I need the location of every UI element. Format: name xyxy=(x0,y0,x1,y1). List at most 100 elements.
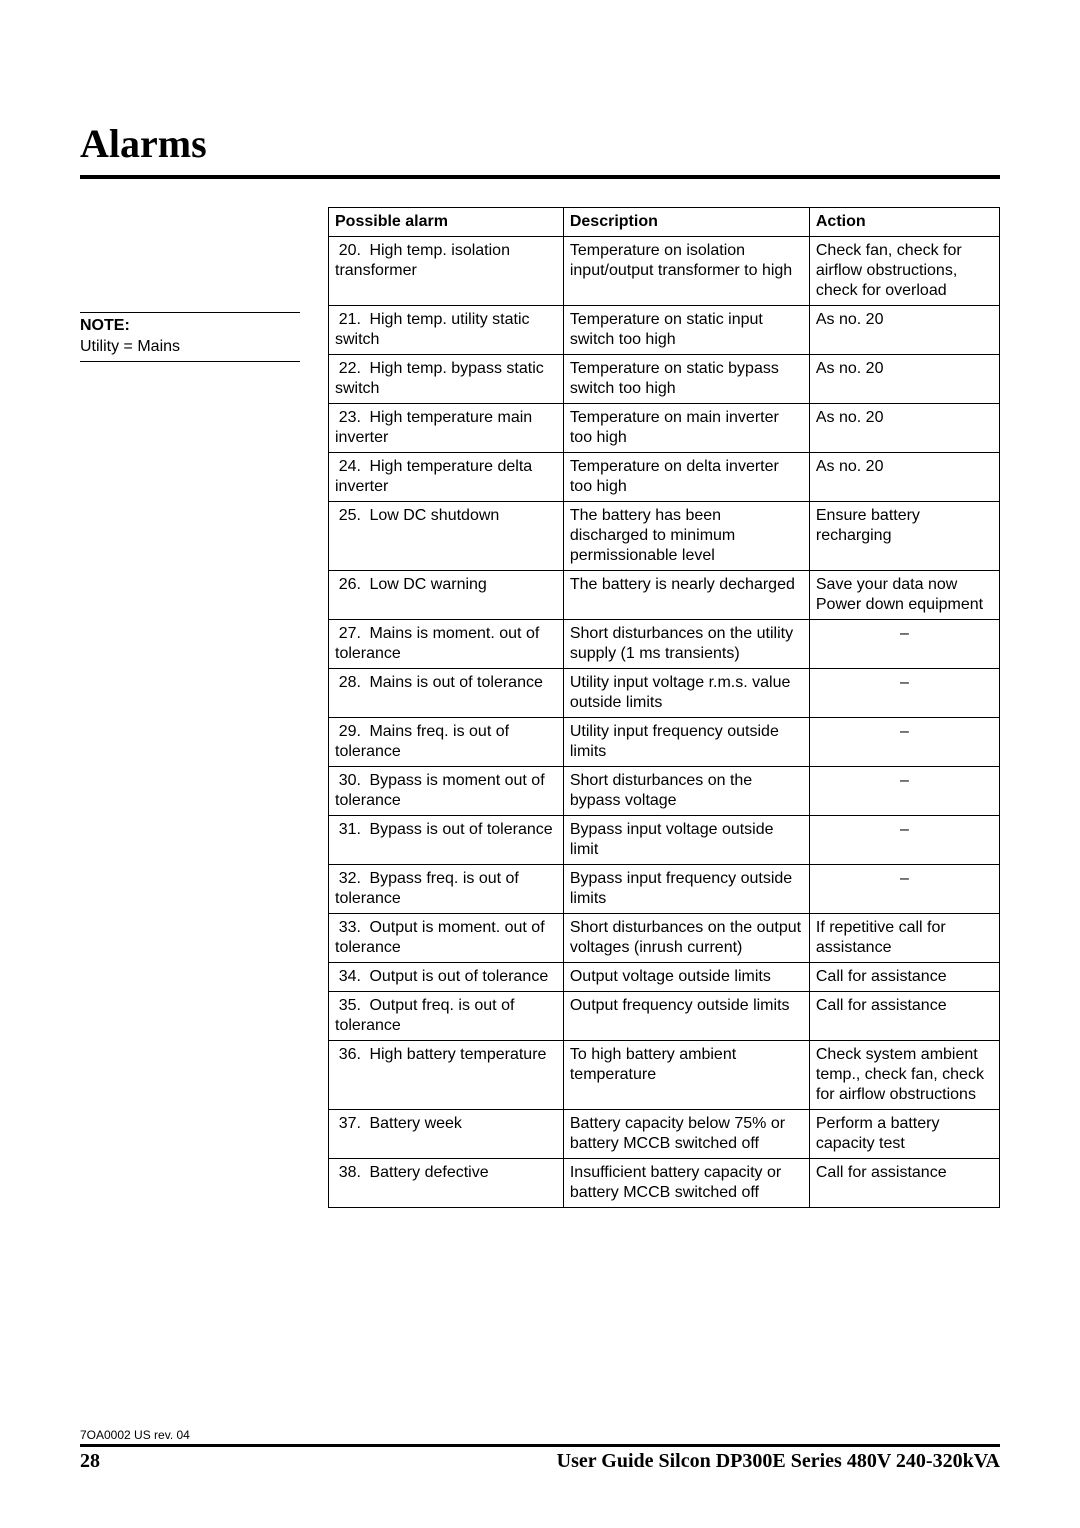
cell-action: Check fan, check for airflow obstruction… xyxy=(809,237,999,306)
cell-possible-alarm: 37. Battery week xyxy=(329,1110,564,1159)
cell-description: To high battery ambient temperature xyxy=(563,1041,809,1110)
table-row: 34. Output is out of toleranceOutput vol… xyxy=(329,963,1000,992)
th-possible-alarm: Possible alarm xyxy=(329,208,564,237)
cell-possible-alarm: 29. Mains freq. is out of tolerance xyxy=(329,718,564,767)
alarm-number: 34. xyxy=(335,967,365,987)
alarm-number: 29. xyxy=(335,722,365,742)
cell-description: Temperature on main inverter too high xyxy=(563,404,809,453)
table-row: 26. Low DC warningThe battery is nearly … xyxy=(329,571,1000,620)
th-description: Description xyxy=(563,208,809,237)
cell-action: – xyxy=(809,816,999,865)
document-title: User Guide Silcon DP300E Series 480V 240… xyxy=(557,1450,1000,1473)
table-row: 28. Mains is out of toleranceUtility inp… xyxy=(329,669,1000,718)
cell-description: Utility input frequency outside limits xyxy=(563,718,809,767)
cell-possible-alarm: 26. Low DC warning xyxy=(329,571,564,620)
table-row: 32. Bypass freq. is out of toleranceBypa… xyxy=(329,865,1000,914)
cell-action: – xyxy=(809,718,999,767)
alarm-number: 21. xyxy=(335,310,365,330)
alarm-number: 33. xyxy=(335,918,365,938)
cell-possible-alarm: 20. High temp. isolation transformer xyxy=(329,237,564,306)
footnote: 7OA0002 US rev. 04 xyxy=(80,1428,1000,1442)
cell-description: Temperature on isolation input/output tr… xyxy=(563,237,809,306)
cell-possible-alarm: 36. High battery temperature xyxy=(329,1041,564,1110)
page-footer: 7OA0002 US rev. 04 28 User Guide Silcon … xyxy=(80,1428,1000,1473)
cell-description: Temperature on static bypass switch too … xyxy=(563,355,809,404)
title-rule xyxy=(80,175,1000,179)
alarm-number: 23. xyxy=(335,408,365,428)
sidebar: NOTE: Utility = Mains xyxy=(80,207,300,1208)
alarm-number: 30. xyxy=(335,771,365,791)
page-title: Alarms xyxy=(80,120,1000,167)
cell-description: Output frequency outside limits xyxy=(563,992,809,1041)
alarm-number: 25. xyxy=(335,506,365,526)
table-row: 25. Low DC shutdownThe battery has been … xyxy=(329,502,1000,571)
table-row: 20. High temp. isolation transformerTemp… xyxy=(329,237,1000,306)
cell-description: Short disturbances on the output voltage… xyxy=(563,914,809,963)
cell-description: Temperature on static input switch too h… xyxy=(563,306,809,355)
cell-action: As no. 20 xyxy=(809,453,999,502)
cell-description: The battery is nearly decharged xyxy=(563,571,809,620)
cell-possible-alarm: 22. High temp. bypass static switch xyxy=(329,355,564,404)
table-row: 27. Mains is moment. out of toleranceSho… xyxy=(329,620,1000,669)
note-box: NOTE: Utility = Mains xyxy=(80,312,300,362)
alarm-number: 36. xyxy=(335,1045,365,1065)
table-header-row: Possible alarm Description Action xyxy=(329,208,1000,237)
cell-description: Short disturbances on the utility supply… xyxy=(563,620,809,669)
cell-action: Call for assistance xyxy=(809,1159,999,1208)
cell-possible-alarm: 25. Low DC shutdown xyxy=(329,502,564,571)
cell-possible-alarm: 23. High temperature main inverter xyxy=(329,404,564,453)
cell-possible-alarm: 38. Battery defective xyxy=(329,1159,564,1208)
cell-possible-alarm: 35. Output freq. is out of tolerance xyxy=(329,992,564,1041)
cell-description: Short disturbances on the bypass voltage xyxy=(563,767,809,816)
alarm-number: 26. xyxy=(335,575,365,595)
cell-action: As no. 20 xyxy=(809,404,999,453)
cell-action: Call for assistance xyxy=(809,992,999,1041)
table-row: 37. Battery weekBattery capacity below 7… xyxy=(329,1110,1000,1159)
cell-possible-alarm: 32. Bypass freq. is out of tolerance xyxy=(329,865,564,914)
cell-possible-alarm: 33. Output is moment. out of tolerance xyxy=(329,914,564,963)
table-row: 23. High temperature main inverterTemper… xyxy=(329,404,1000,453)
cell-action: Save your data now Power down equipment xyxy=(809,571,999,620)
cell-description: Output voltage outside limits xyxy=(563,963,809,992)
footer-rule xyxy=(80,1444,1000,1447)
alarm-number: 28. xyxy=(335,673,365,693)
cell-action: As no. 20 xyxy=(809,355,999,404)
table-row: 35. Output freq. is out of toleranceOutp… xyxy=(329,992,1000,1041)
note-label: NOTE: xyxy=(80,316,300,337)
alarm-number: 32. xyxy=(335,869,365,889)
cell-action: – xyxy=(809,669,999,718)
cell-possible-alarm: 30. Bypass is moment out of tolerance xyxy=(329,767,564,816)
cell-action: – xyxy=(809,865,999,914)
alarm-number: 20. xyxy=(335,241,365,261)
cell-possible-alarm: 24. High temperature delta inverter xyxy=(329,453,564,502)
alarm-number: 38. xyxy=(335,1163,365,1183)
table-row: 31. Bypass is out of toleranceBypass inp… xyxy=(329,816,1000,865)
table-row: 36. High battery temperatureTo high batt… xyxy=(329,1041,1000,1110)
note-text: Utility = Mains xyxy=(80,337,300,358)
alarm-number: 31. xyxy=(335,820,365,840)
alarm-number: 35. xyxy=(335,996,365,1016)
table-row: 30. Bypass is moment out of toleranceSho… xyxy=(329,767,1000,816)
alarm-number: 22. xyxy=(335,359,365,379)
alarm-number: 27. xyxy=(335,624,365,644)
cell-description: Battery capacity below 75% or battery MC… xyxy=(563,1110,809,1159)
cell-action: Check system ambient temp., check fan, c… xyxy=(809,1041,999,1110)
cell-action: – xyxy=(809,767,999,816)
alarms-table: Possible alarm Description Action 20. Hi… xyxy=(328,207,1000,1208)
cell-description: The battery has been discharged to minim… xyxy=(563,502,809,571)
cell-action: If repetitive call for assistance xyxy=(809,914,999,963)
body-columns: NOTE: Utility = Mains Possible alarm Des… xyxy=(80,207,1000,1208)
table-row: 29. Mains freq. is out of toleranceUtili… xyxy=(329,718,1000,767)
cell-description: Bypass input frequency outside limits xyxy=(563,865,809,914)
table-row: 33. Output is moment. out of toleranceSh… xyxy=(329,914,1000,963)
table-row: 24. High temperature delta inverterTempe… xyxy=(329,453,1000,502)
table-row: 38. Battery defectiveInsufficient batter… xyxy=(329,1159,1000,1208)
cell-possible-alarm: 27. Mains is moment. out of tolerance xyxy=(329,620,564,669)
cell-action: Perform a battery capacity test xyxy=(809,1110,999,1159)
cell-action: Ensure battery recharging xyxy=(809,502,999,571)
alarm-number: 37. xyxy=(335,1114,365,1134)
page-number: 28 xyxy=(80,1450,100,1473)
th-action: Action xyxy=(809,208,999,237)
cell-action: Call for assistance xyxy=(809,963,999,992)
table-row: 22. High temp. bypass static switchTempe… xyxy=(329,355,1000,404)
